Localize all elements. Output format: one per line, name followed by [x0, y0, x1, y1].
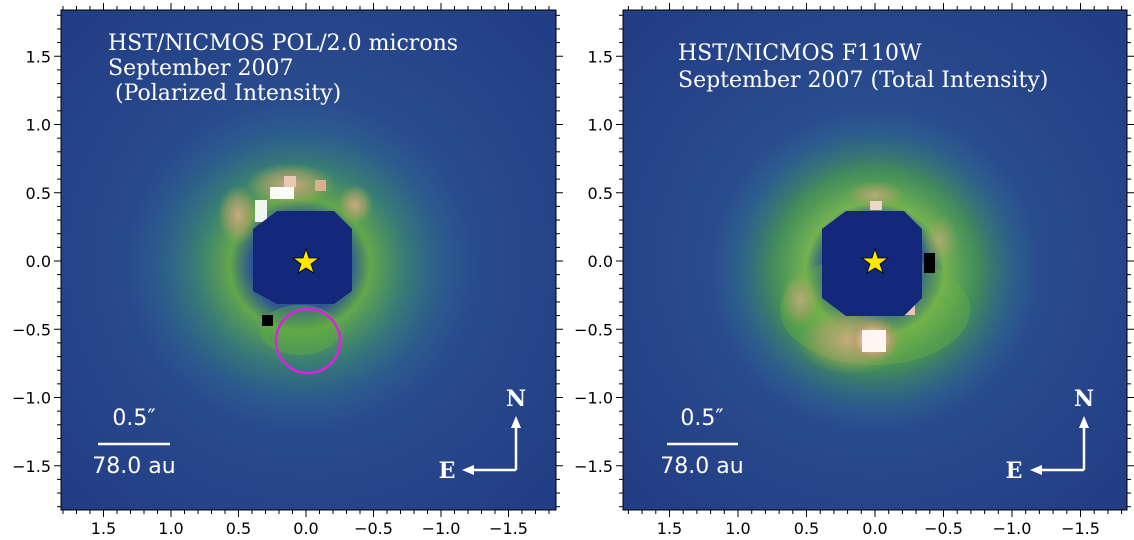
x-tick-label: 0.0	[293, 519, 318, 538]
panel-polarized-intensity: HST/NICMOS POL/2.0 microns September 200…	[12, 3, 563, 538]
panel-title-line-1: HST/NICMOS F110W	[678, 41, 922, 66]
x-tick-label: −1.0	[993, 519, 1032, 538]
y-tick-label: −1.5	[574, 457, 613, 476]
x-tick-label: 1.5	[91, 519, 116, 538]
y-tick-label: 1.5	[588, 47, 613, 66]
coronagraph-mask	[253, 211, 352, 304]
y-tick-label: 0.0	[26, 252, 51, 271]
scale-bar-au-label: 78.0 au	[660, 454, 743, 479]
polarized-intensity-image	[61, 10, 556, 510]
panel-title-line-1: HST/NICMOS POL/2.0 microns	[108, 31, 458, 56]
y-tick-label: −1.5	[12, 457, 51, 476]
y-tick-label: 1.5	[26, 47, 51, 66]
scale-bar-arcsec-label: 0.5″	[680, 406, 723, 431]
right-panel-axes: 1.5 1.5 1.0 1.0 0.5 0.5 0.0 0.0 −0.5 −0.5 −1.0 −1.0…	[574, 3, 1134, 538]
y-tick-label: −0.5	[12, 320, 51, 339]
y-tick-label: −0.5	[574, 320, 613, 339]
panel-title-line-2: September 2007 (Total Intensity)	[678, 68, 1048, 93]
x-tick-label: −1.5	[1061, 519, 1100, 538]
compass-north-label: N	[1074, 386, 1094, 412]
total-intensity-image	[623, 10, 1127, 510]
panel-title-line-3: (Polarized Intensity)	[108, 81, 341, 106]
y-tick-label: −1.0	[574, 389, 613, 408]
x-tick-label: −1.0	[422, 519, 461, 538]
highlight-circle	[274, 307, 342, 375]
panel-total-intensity: HST/NICMOS F110W September 2007 (Total I…	[574, 3, 1134, 538]
x-tick-label: 0.5	[794, 519, 819, 538]
x-tick-label: −0.5	[924, 519, 963, 538]
left-panel-axes: 1.5 1.5 1.0 1.0 0.5 0.5 0.0 0.0 −0.5 −0.5 −1.0 −1.0…	[12, 3, 563, 538]
x-tick-label: 1.0	[725, 519, 750, 538]
scale-bar-au-label: 78.0 au	[92, 454, 175, 479]
compass-east-label: E	[1006, 458, 1023, 484]
compass-east-label: E	[439, 458, 456, 484]
compass: N E	[439, 386, 526, 484]
scale-bar: 0.5″ 78.0 au	[92, 406, 175, 479]
star-icon	[291, 247, 321, 274]
x-tick-label: 1.0	[158, 519, 183, 538]
y-tick-label: 0.0	[588, 252, 613, 271]
x-tick-label: 0.0	[862, 519, 887, 538]
y-tick-label: 0.5	[26, 184, 51, 203]
star-icon	[860, 247, 890, 274]
scale-bar: 0.5″ 78.0 au	[660, 406, 743, 479]
y-tick-label: 1.0	[26, 116, 51, 135]
y-tick-label: 0.5	[588, 184, 613, 203]
x-tick-label: −0.5	[354, 519, 393, 538]
compass: N E	[1006, 386, 1094, 484]
y-tick-label: 1.0	[588, 116, 613, 135]
panel-title-line-2: September 2007	[108, 56, 294, 81]
y-tick-label: −1.0	[12, 389, 51, 408]
x-tick-label: −1.5	[489, 519, 528, 538]
compass-north-label: N	[506, 386, 526, 412]
x-tick-label: 1.5	[657, 519, 682, 538]
scale-bar-arcsec-label: 0.5″	[112, 406, 155, 431]
x-tick-label: 0.5	[226, 519, 251, 538]
